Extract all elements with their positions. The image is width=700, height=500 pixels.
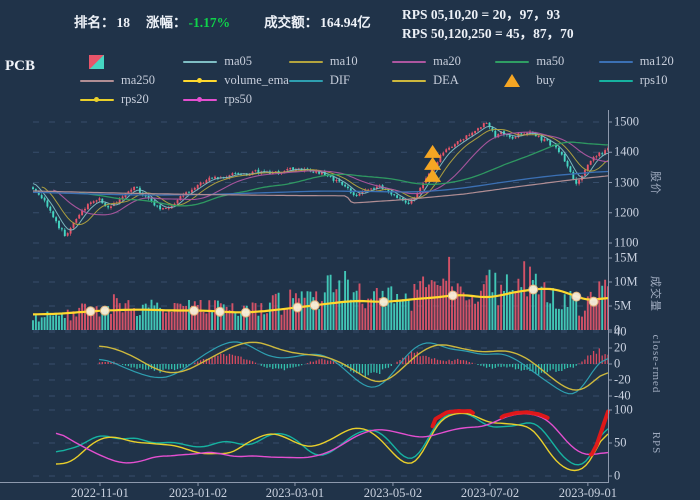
buy-triangle-icon [504, 74, 521, 87]
line-swatch-icon [392, 79, 427, 82]
legend: ma05 ma10 ma20 ma50 ma120 ma250 volume_ema DIF D… [80, 52, 700, 109]
volume-signal-marker [99, 305, 110, 316]
rps-overbought-highlight [430, 408, 475, 429]
rps-overbought-highlight [588, 409, 610, 457]
rps20-line [55, 412, 609, 472]
legend-item-candlestick[interactable] [80, 52, 183, 71]
ma10-line [41, 129, 609, 226]
turnover-value: 164.94亿 [320, 15, 371, 30]
legend-label: DEA [433, 73, 459, 87]
legend-item-ma250[interactable]: ma250 [80, 71, 183, 90]
volume-signal-marker [571, 291, 582, 302]
ma120-line [32, 170, 609, 196]
line-swatch-icon [288, 79, 323, 82]
line-swatch-icon [288, 60, 323, 63]
buy-marker-triangle [424, 168, 442, 182]
legend-label: ma05 [224, 54, 253, 68]
rps-short-line: RPS 05,10,20 = 20，97，93 [402, 7, 561, 22]
legend-item-ma20[interactable]: ma20 [392, 52, 495, 71]
line-swatch-icon [495, 60, 530, 63]
legend-label: rps50 [224, 92, 253, 106]
legend-item-volume_ema[interactable]: volume_ema [183, 71, 289, 90]
line-swatch-icon [598, 79, 633, 82]
volume-bars-down [32, 269, 604, 330]
legend-label: ma20 [433, 54, 461, 68]
rps-readout: RPS 05,10,20 = 20，97，93 RPS 50,120,250 =… [402, 5, 574, 43]
volume-signal-marker [214, 306, 225, 317]
line-swatch-icon [598, 60, 633, 63]
volume-signal-marker [292, 302, 303, 313]
volume-signal-marker [447, 290, 458, 301]
volume-signal-marker [378, 297, 389, 307]
line-swatch-icon [80, 97, 114, 102]
volume-signal-marker [309, 300, 320, 311]
legend-item-dif[interactable]: DIF [288, 71, 392, 90]
ticker-symbol: PCB [5, 58, 35, 74]
line-swatch-icon [183, 78, 218, 83]
legend-item-ma10[interactable]: ma10 [288, 52, 392, 71]
legend-item-buy[interactable]: buy [495, 71, 598, 90]
legend-label: ma120 [639, 54, 674, 68]
legend-label: ma50 [536, 54, 565, 68]
volume-signal-marker [189, 305, 199, 316]
macd-hist-negative [121, 364, 577, 378]
down-candle-wicks [32, 122, 603, 237]
up-candle-wicks [67, 122, 609, 237]
line-swatch-icon [183, 97, 218, 102]
legend-label: buy [536, 73, 556, 87]
legend-item-rps10[interactable]: rps10 [598, 71, 700, 90]
legend-item-ma50[interactable]: ma50 [495, 52, 598, 71]
volume-signal-marker [588, 296, 599, 307]
rank-value: 18 [116, 15, 131, 30]
volume-signal-marker [85, 306, 96, 317]
rps-long-line: RPS 50,120,250 = 45，87，70 [402, 26, 574, 41]
line-swatch-icon [392, 60, 427, 63]
header-stats: 排名： 18 涨幅： -1.17% 成交额： 164.94亿 [74, 11, 371, 31]
legend-item-ma05[interactable]: ma05 [183, 52, 289, 71]
ma20-line [53, 131, 609, 216]
legend-label: DIF [329, 73, 351, 87]
dea-line [99, 341, 609, 391]
rps-overbought-highlight [499, 410, 550, 420]
down-candle-bodies [32, 122, 604, 236]
legend-label: ma250 [121, 73, 156, 87]
dif-line [99, 341, 609, 395]
ma05-line [32, 125, 609, 231]
legend-item-rps50[interactable]: rps50 [183, 90, 289, 109]
turnover-label: 成交额： [264, 15, 319, 30]
change-label: 涨幅： [146, 15, 187, 30]
legend-label: rps20 [121, 92, 149, 106]
legend-item-rps20[interactable]: rps20 [80, 90, 183, 109]
legend-label: ma10 [329, 54, 358, 68]
volume-signal-marker [528, 284, 539, 295]
candlestick-icon [89, 54, 104, 69]
line-swatch-icon [183, 60, 218, 63]
ma250-line [33, 175, 609, 204]
change-value: -1.17% [188, 15, 231, 30]
volume-ema-line [32, 287, 609, 316]
buy-marker-triangle [424, 156, 442, 170]
buy-marker-triangle [424, 144, 442, 158]
volume-bars-up [66, 256, 609, 330]
legend-label: rps10 [639, 73, 668, 87]
legend-item-dea[interactable]: DEA [392, 71, 495, 90]
rank-label: 排名： [74, 15, 115, 30]
legend-item-ma120[interactable]: ma120 [598, 52, 700, 71]
ma50-line [79, 141, 609, 207]
line-swatch-icon [80, 79, 114, 82]
volume-signal-marker [240, 307, 251, 318]
legend-label: volume_ema [224, 73, 289, 87]
macd-hist-positive [98, 348, 609, 364]
